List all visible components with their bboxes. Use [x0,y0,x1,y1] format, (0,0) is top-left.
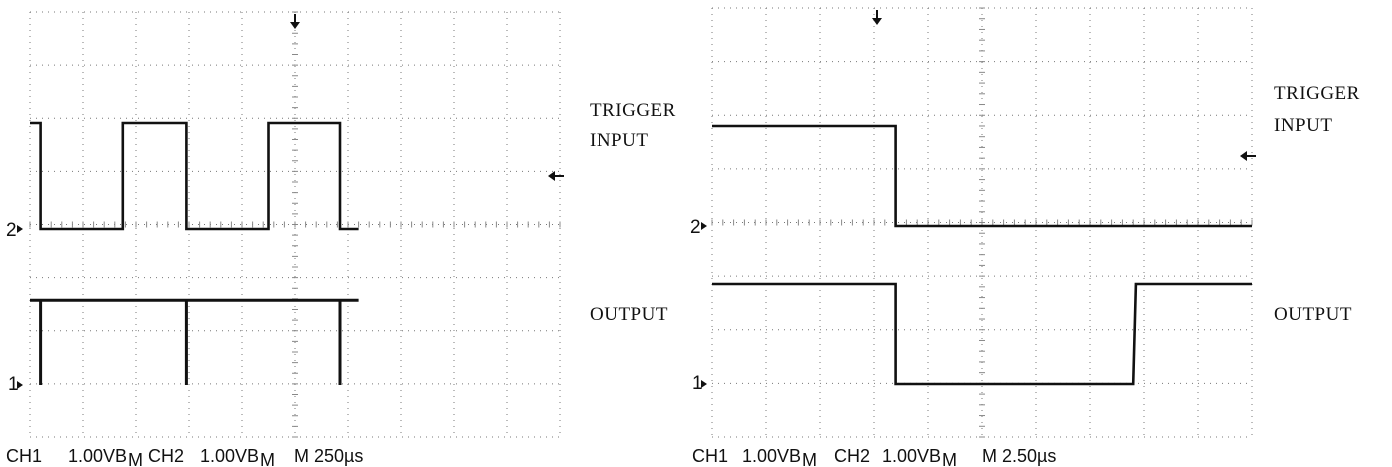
scope-right: TRIGGER INPUT OUTPUT 2 1 CH1 1.00VB M CH… [690,7,1360,467]
trigger-level-arrow-head-icon [548,171,555,181]
ch2-scale-sub: M [942,450,957,467]
scope-left: TRIGGER INPUT OUTPUT 2 1 CH1 1.00VB M CH… [6,11,676,467]
trigger-position-arrow-head-icon [872,18,882,25]
scope-left-grid [29,11,561,438]
ch1-ground-arrow-icon [701,380,707,388]
ch1-scale: 1.00VB [68,446,127,466]
ch1-scale-sub: M [128,450,143,467]
ch1-label: CH1 [692,446,728,466]
trigger-input-trace [30,121,359,231]
ch1-label: CH1 [6,446,42,466]
scope-right-traces [712,124,1252,386]
ch2-scale-sub: M [260,450,275,467]
ch1-scale: 1.00VB [742,446,801,466]
scope-left-markers [17,14,564,389]
trigger-position-arrow-head-icon [290,22,300,29]
trigger-input-label-line2: INPUT [1274,115,1332,136]
trigger-level-arrow-head-icon [1240,151,1247,161]
ch1-ground-arrow-icon [17,381,23,389]
scope-right-grid [711,7,1253,438]
timebase-label: M 250µs [294,446,363,466]
trigger-input-label-line2: INPUT [590,130,648,151]
timebase-label: M 2.50µs [982,446,1056,466]
ch2-scale: 1.00VB [200,446,259,466]
ch2-label: CH2 [834,446,870,466]
ch2-ground-marker: 2 [6,220,17,241]
ch2-ground-arrow-icon [17,225,23,233]
ch2-ground-marker: 2 [690,217,701,238]
trigger-input-label-line1: TRIGGER [1274,83,1360,104]
status-bar-left: CH1 1.00VB M CH2 1.00VB M M 250µs [6,446,363,467]
scope-left-traces [30,121,359,385]
output-label: OUTPUT [590,304,668,325]
ch1-ground-marker: 1 [692,373,703,394]
ch2-ground-arrow-icon [701,222,707,230]
scope-right-markers [701,10,1256,388]
output-trace [712,282,1252,386]
ch2-scale: 1.00VB [882,446,941,466]
ch1-ground-marker: 1 [8,374,19,395]
output-label: OUTPUT [1274,304,1352,325]
ch1-scale-sub: M [802,450,817,467]
status-bar-right: CH1 1.00VB M CH2 1.00VB M M 2.50µs [692,446,1056,467]
output-trace [30,298,359,385]
trigger-input-label-line1: TRIGGER [590,100,676,121]
ch2-label: CH2 [148,446,184,466]
trigger-input-trace [712,124,1252,228]
